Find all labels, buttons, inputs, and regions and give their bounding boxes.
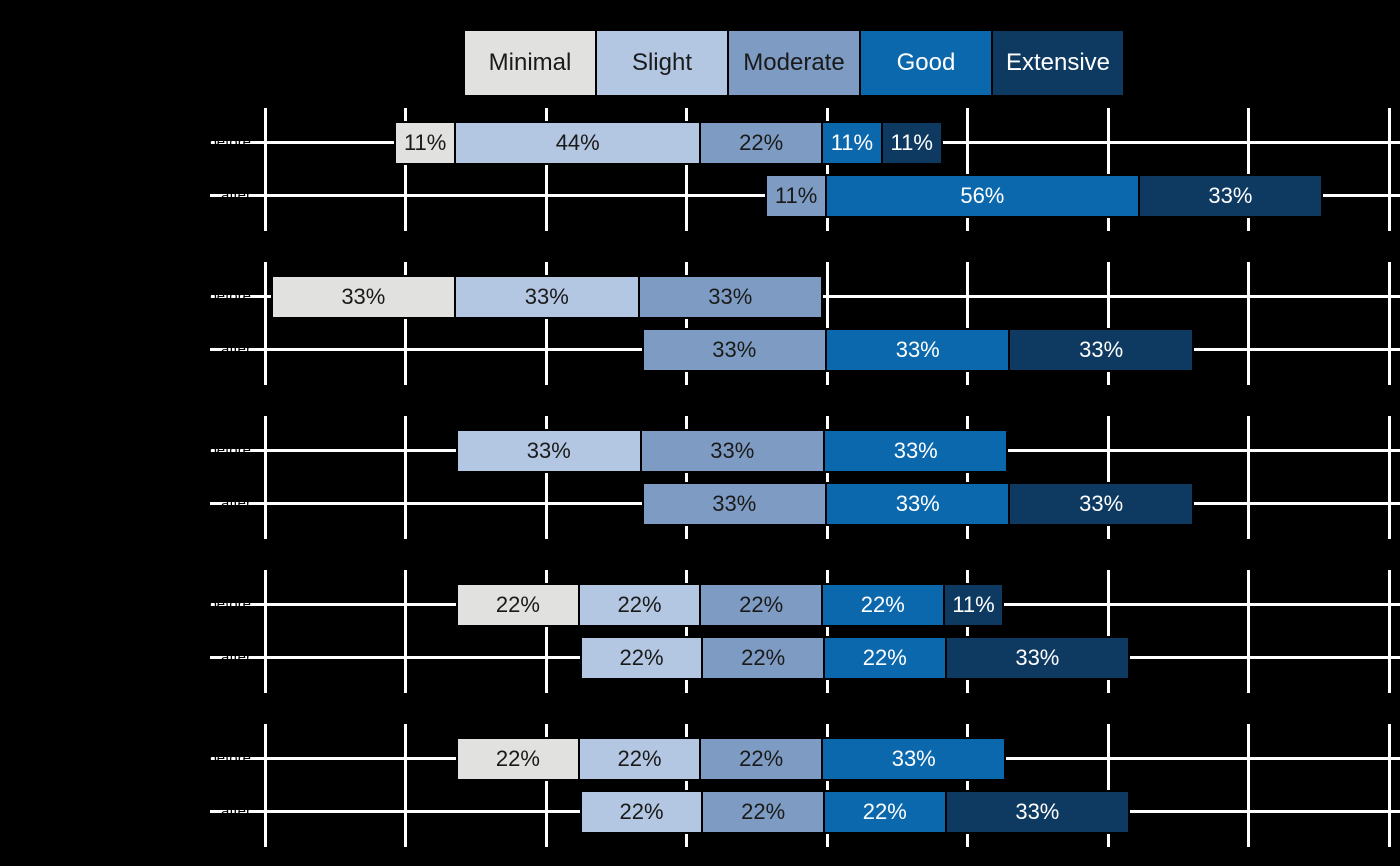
gridline-vertical xyxy=(263,415,267,539)
gridline-vertical xyxy=(1387,415,1391,539)
gridline-vertical xyxy=(825,415,829,539)
bar-segment-slight: 33% xyxy=(456,428,642,473)
row-label-after: after xyxy=(220,186,251,204)
bar-segment-extensive: 33% xyxy=(1137,173,1324,218)
bar-segment-good: 33% xyxy=(821,736,1007,781)
row-label-after: after xyxy=(220,340,251,358)
bar-segment-moderate: 22% xyxy=(701,789,825,834)
gridline-vertical xyxy=(544,261,548,385)
gridline-vertical xyxy=(1247,723,1250,847)
bar-segment-good: 33% xyxy=(825,327,1011,372)
gridline-vertical xyxy=(544,723,548,847)
legend-item-slight: Slight xyxy=(595,29,729,97)
legend-item-extensive: Extensive xyxy=(991,29,1125,97)
bar-segment-moderate: 33% xyxy=(637,274,823,319)
bar-segment-extensive: 11% xyxy=(942,582,1005,627)
row-label-before: before xyxy=(208,133,251,151)
bar-segment-good: 22% xyxy=(823,635,947,680)
bar-segment-minimal: 33% xyxy=(270,274,457,319)
gridline-vertical xyxy=(404,107,407,231)
bar-segment-slight: 22% xyxy=(577,736,702,781)
bar-segment-extensive: 33% xyxy=(944,635,1131,680)
gridline-vertical xyxy=(966,723,969,847)
gridline-vertical xyxy=(825,569,829,693)
bar-segment-moderate: 22% xyxy=(699,120,823,165)
gridline-vertical xyxy=(685,415,688,539)
gridline-vertical xyxy=(966,107,969,231)
bar-segment-extensive: 33% xyxy=(1008,327,1194,372)
bar-segment-moderate: 33% xyxy=(639,428,825,473)
gridline-vertical xyxy=(1247,415,1250,539)
bar-segment-moderate: 11% xyxy=(765,173,827,218)
bar-segment-good: 22% xyxy=(821,582,945,627)
gridline-vertical xyxy=(1247,569,1250,693)
bar-segment-extensive: 33% xyxy=(944,789,1131,834)
bar-segment-good: 33% xyxy=(823,428,1009,473)
gridline-vertical xyxy=(1106,569,1110,693)
gridline-vertical xyxy=(544,107,548,231)
gridline-vertical xyxy=(825,261,829,385)
bar-segment-slight: 33% xyxy=(454,274,640,319)
gridline-vertical xyxy=(1387,569,1391,693)
bar-segment-extensive: 33% xyxy=(1008,481,1194,526)
gridline-vertical xyxy=(1387,723,1391,847)
gridline-vertical xyxy=(966,261,969,385)
gridline-vertical xyxy=(263,569,267,693)
row-label-before: before xyxy=(208,287,251,305)
bar-segment-slight: 44% xyxy=(454,120,702,165)
bar-segment-moderate: 22% xyxy=(699,736,823,781)
row-label-after: after xyxy=(220,802,251,820)
gridline-vertical xyxy=(1106,723,1110,847)
gridline-vertical xyxy=(1387,107,1391,231)
gridline-vertical xyxy=(685,261,688,385)
bar-segment-slight: 22% xyxy=(579,789,704,834)
gridline-vertical xyxy=(404,569,407,693)
gridline-vertical xyxy=(544,569,548,693)
gridline-vertical xyxy=(263,723,267,847)
gridline-vertical xyxy=(685,569,688,693)
bar-segment-good: 56% xyxy=(825,173,1140,218)
gridline-vertical xyxy=(263,261,267,385)
legend-item-minimal: Minimal xyxy=(463,29,597,97)
gridline-vertical xyxy=(825,723,829,847)
gridline-vertical xyxy=(1106,107,1110,231)
legend: Minimal Slight Moderate Good Extensive xyxy=(463,29,1125,97)
gridline-vertical xyxy=(685,107,688,231)
bar-segment-moderate: 33% xyxy=(641,327,827,372)
bar-segment-moderate: 22% xyxy=(701,635,825,680)
bar-segment-moderate: 22% xyxy=(699,582,823,627)
row-label-before: before xyxy=(208,595,251,613)
bar-segment-good: 11% xyxy=(821,120,883,165)
gridline-vertical xyxy=(825,107,829,231)
bar-segment-minimal: 22% xyxy=(456,736,580,781)
gridline-vertical xyxy=(1106,261,1110,385)
gridline-vertical xyxy=(966,415,969,539)
legend-item-good: Good xyxy=(859,29,993,97)
gridline-vertical xyxy=(404,261,407,385)
bar-segment-moderate: 33% xyxy=(641,481,827,526)
gridline-vertical xyxy=(404,415,407,539)
gridline-vertical xyxy=(263,107,267,231)
gridline-vertical xyxy=(685,723,688,847)
gridline-vertical xyxy=(544,415,548,539)
gridline-vertical xyxy=(966,569,969,693)
bar-segment-extensive: 11% xyxy=(880,120,943,165)
bar-segment-good: 33% xyxy=(825,481,1011,526)
row-label-after: after xyxy=(220,494,251,512)
bar-segment-good: 22% xyxy=(823,789,947,834)
row-label-after: after xyxy=(220,648,251,666)
row-label-before: before xyxy=(208,749,251,767)
gridline-vertical xyxy=(404,723,407,847)
gridline-vertical xyxy=(1387,261,1391,385)
gridline-vertical xyxy=(1247,107,1250,231)
bar-segment-slight: 22% xyxy=(579,635,704,680)
gridline-vertical xyxy=(1247,261,1250,385)
row-label-before: before xyxy=(208,441,251,459)
bar-segment-minimal: 22% xyxy=(456,582,580,627)
gridline-vertical xyxy=(1106,415,1110,539)
bar-segment-slight: 22% xyxy=(577,582,702,627)
legend-item-moderate: Moderate xyxy=(727,29,861,97)
bar-segment-minimal: 11% xyxy=(394,120,457,165)
